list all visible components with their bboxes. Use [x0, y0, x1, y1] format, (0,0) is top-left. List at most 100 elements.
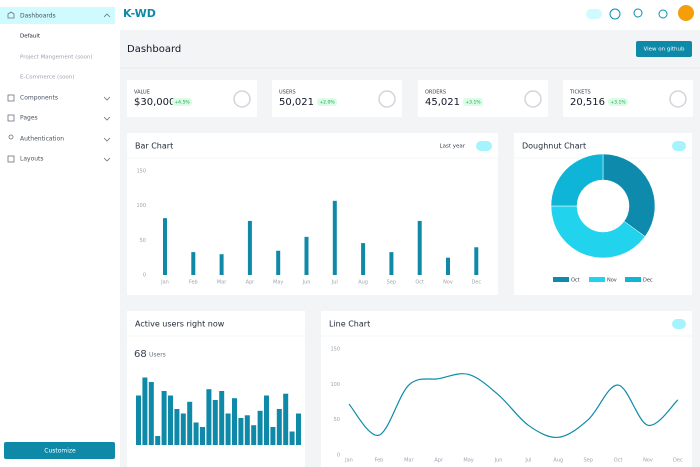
x-tick-label: Jan	[160, 280, 169, 286]
bar	[244, 415, 250, 445]
bar	[193, 422, 199, 445]
nav-item[interactable]: Default	[20, 34, 41, 40]
line	[348, 373, 679, 438]
toggle[interactable]	[672, 319, 686, 329]
nav-item[interactable]: Layouts	[20, 156, 44, 163]
x-tick-label: Sep	[387, 280, 396, 286]
topbar	[120, 0, 700, 30]
stat-value: $30,000	[134, 97, 175, 108]
nav-item[interactable]: E-Commerce (soon)	[20, 75, 74, 81]
brand: K-WD	[123, 7, 156, 20]
card	[127, 133, 498, 295]
stat-icon	[378, 90, 396, 108]
active-unit: Users	[149, 352, 166, 359]
x-tick-label: Aug	[358, 280, 368, 286]
x-tick-label: Oct	[415, 280, 424, 286]
stat-change: +2.0%	[319, 100, 335, 106]
bar	[225, 413, 231, 445]
bar	[283, 393, 289, 445]
bar	[238, 418, 244, 445]
legend-label: Nov	[607, 278, 617, 284]
bar	[148, 382, 154, 445]
y-tick-label: 0	[143, 273, 146, 279]
y-tick-label: 150	[330, 347, 340, 353]
card-title: Line Chart	[329, 320, 370, 329]
stat-change: +3.1%	[465, 100, 481, 106]
header-icons[interactable]	[586, 5, 694, 21]
bar	[200, 427, 205, 445]
x-tick-label: Mar	[404, 458, 414, 464]
stat-card	[563, 80, 693, 117]
bar	[289, 431, 295, 445]
stat-card	[127, 80, 257, 117]
stat-icon	[233, 90, 251, 108]
bar	[187, 401, 193, 445]
legend-swatch	[625, 277, 641, 282]
x-tick-label: Dec	[673, 458, 683, 464]
stat-label: VALUE	[134, 90, 150, 96]
x-tick-label: Dec	[471, 280, 481, 286]
legend-swatch	[589, 277, 605, 282]
github-label[interactable]: View on github	[643, 47, 685, 53]
x-tick-label: Feb	[189, 280, 198, 286]
x-tick-label: Apr	[434, 458, 444, 464]
bar	[219, 254, 224, 275]
bar	[206, 389, 212, 445]
y-tick-label: 50	[334, 417, 340, 423]
bar	[163, 218, 167, 275]
nav-item[interactable]: Pages	[20, 115, 38, 122]
stat-badge	[172, 98, 192, 106]
bar	[296, 413, 301, 445]
bar	[474, 247, 479, 275]
bar	[251, 425, 257, 445]
bar	[136, 395, 141, 445]
bar	[168, 395, 173, 445]
customize-button[interactable]	[4, 442, 115, 459]
bar	[219, 391, 225, 445]
doughnut-slice	[550, 153, 604, 207]
x-tick-label: Nov	[443, 280, 453, 286]
bar	[389, 252, 394, 275]
nav-item[interactable]: Components	[20, 95, 58, 102]
stat-badge	[317, 98, 337, 106]
bar	[276, 409, 282, 445]
x-tick-label: May	[273, 280, 283, 286]
y-tick-label: 0	[337, 453, 340, 459]
customize-label[interactable]: Customize	[44, 448, 76, 455]
nav-item[interactable]: Dashboards	[20, 13, 56, 20]
x-tick-label: Aug	[553, 458, 563, 464]
stat-badge	[463, 98, 483, 106]
stat-label: ORDERS	[425, 90, 446, 96]
stat-card	[272, 80, 402, 117]
stat-label: USERS	[279, 90, 296, 96]
bar	[174, 409, 180, 445]
x-tick-label: Jul	[524, 458, 531, 464]
bar	[264, 395, 269, 445]
x-tick-label: Jun	[494, 458, 503, 464]
y-tick-label: 50	[140, 238, 146, 244]
active-item[interactable]	[0, 7, 115, 24]
bar	[332, 200, 337, 275]
active-count: 68	[134, 349, 147, 360]
github-button[interactable]	[636, 41, 692, 57]
nav-item[interactable]: Project Mangement (soon)	[20, 55, 93, 61]
bar	[155, 436, 161, 445]
bar	[276, 250, 281, 275]
nav-icons	[7, 11, 111, 163]
card-title: Bar Chart	[135, 142, 173, 151]
bar	[232, 398, 237, 445]
toggle[interactable]	[672, 141, 686, 151]
bar	[212, 400, 218, 445]
x-tick-label: Oct	[614, 458, 623, 464]
x-tick-label: Jul	[331, 280, 338, 286]
bar	[191, 252, 196, 275]
nav-item[interactable]: Authentication	[20, 136, 64, 143]
bar	[446, 257, 450, 275]
bar	[304, 236, 309, 275]
x-tick-label: Jun	[302, 280, 311, 286]
stat-card	[418, 80, 548, 117]
stat-icon	[669, 90, 687, 108]
stat-badge	[608, 98, 628, 106]
stat-value: 50,021	[279, 97, 314, 108]
toggle[interactable]	[476, 141, 492, 151]
